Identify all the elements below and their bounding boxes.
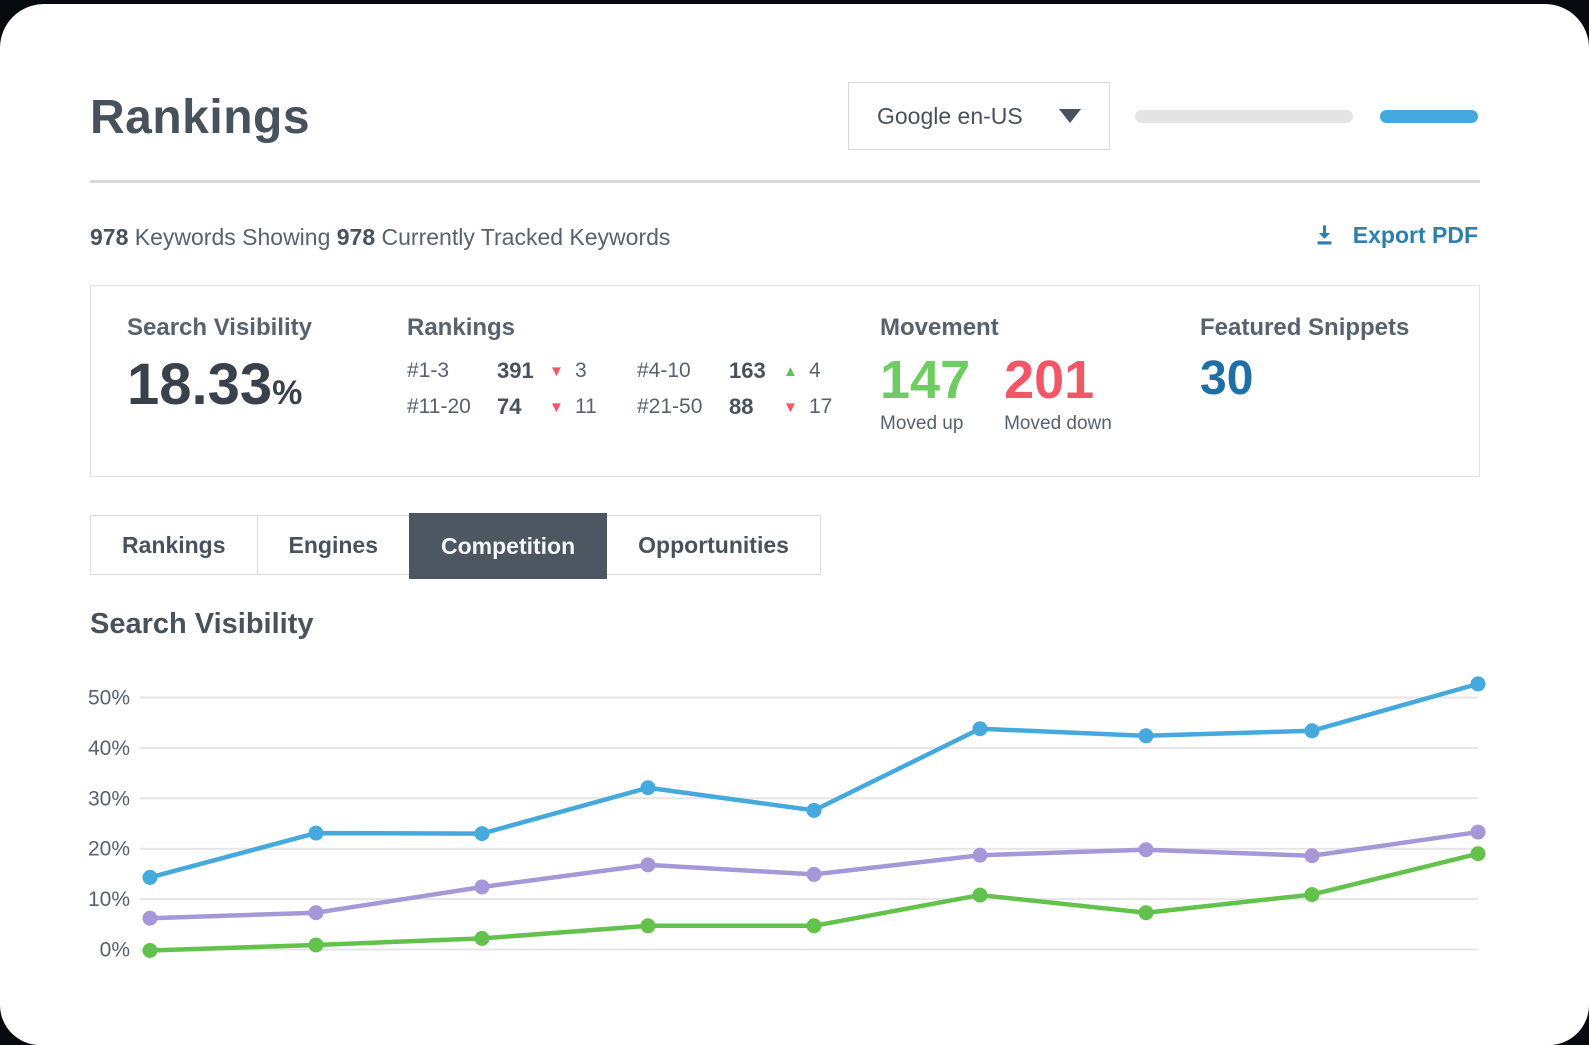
search-visibility-heading: Search Visibility [127, 314, 312, 341]
moved-up-label: Moved up [880, 412, 964, 434]
rank-range: #21-50 [637, 395, 703, 418]
featured-snippets-stat: Featured Snippets 30 [1200, 314, 1409, 404]
down-triangle-icon: ▼ [549, 362, 564, 380]
rank-delta: 3 [575, 359, 587, 382]
rankings-stat: Rankings #1-3 391 ▼ 3 #4-10 163 ▲ 4 #11-… [407, 314, 855, 420]
keywords-tracked-count: 978 [336, 224, 376, 250]
chevron-down-icon [1059, 109, 1081, 123]
tab-opportunities[interactable]: Opportunities [606, 515, 821, 575]
up-triangle-icon: ▲ [783, 362, 798, 380]
chart-title: Search Visibility [90, 608, 314, 640]
keywords-showing-count: 978 [90, 224, 129, 250]
data-point-green[interactable] [972, 887, 988, 903]
rankings-heading: Rankings [407, 314, 516, 341]
tab-bar: Rankings Engines Competition Opportuniti… [90, 513, 821, 581]
down-triangle-icon: ▼ [549, 398, 564, 416]
tab-rankings[interactable]: Rankings [90, 515, 258, 575]
data-point-purple[interactable] [1470, 824, 1486, 840]
keywords-summary: 978 Keywords Showing 978 Currently Track… [90, 224, 670, 251]
rank-count: 74 [497, 394, 522, 419]
data-point-blue[interactable] [474, 826, 490, 842]
featured-snippets-heading: Featured Snippets [1200, 314, 1410, 341]
rank-range: #11-20 [407, 395, 471, 418]
range-bar-track[interactable] [1135, 110, 1353, 123]
data-point-green[interactable] [474, 930, 490, 946]
tab-engines[interactable]: Engines [256, 515, 410, 575]
range-bar-value[interactable] [1380, 110, 1478, 123]
rank-delta: 17 [809, 395, 833, 418]
rankings-breakdown: #1-3 391 ▼ 3 #4-10 163 ▲ 4 #11-20 74 ▼ 1… [407, 358, 855, 420]
data-point-green[interactable] [142, 943, 158, 959]
data-point-blue[interactable] [1304, 723, 1320, 739]
featured-snippets-value: 30 [1200, 352, 1254, 405]
stats-summary-card: Search Visibility 18.33% Rankings #1-3 3… [90, 285, 1480, 477]
y-axis-tick-label: 30% [88, 787, 130, 810]
data-point-blue[interactable] [1138, 728, 1154, 744]
search-visibility-stat: Search Visibility 18.33% [127, 314, 312, 414]
percent-unit: % [272, 374, 303, 412]
download-icon [1317, 225, 1332, 245]
export-pdf-button[interactable]: Export PDF [1311, 222, 1478, 249]
data-point-purple[interactable] [806, 866, 822, 882]
export-pdf-label: Export PDF [1352, 222, 1478, 248]
data-point-blue[interactable] [640, 780, 656, 796]
search-visibility-value: 18.33% [127, 352, 303, 417]
moved-down-label: Moved down [1004, 412, 1112, 434]
data-point-blue[interactable] [308, 825, 324, 841]
y-axis-tick-label: 0% [100, 939, 130, 962]
rank-count: 391 [497, 358, 534, 383]
moved-up-stat: 147 Moved up [880, 352, 970, 435]
data-point-green[interactable] [1304, 887, 1320, 903]
page-title: Rankings [90, 91, 311, 144]
data-point-green[interactable] [1138, 905, 1154, 921]
tab-competition[interactable]: Competition [409, 513, 608, 579]
y-axis-tick-label: 20% [88, 838, 130, 861]
movement-stat: Movement 147 Moved up 201 Moved down [880, 314, 1112, 435]
y-axis-tick-label: 10% [88, 888, 130, 911]
moved-up-value: 147 [880, 350, 971, 410]
down-triangle-icon: ▼ [783, 398, 798, 416]
data-point-blue[interactable] [1470, 676, 1486, 692]
data-point-blue[interactable] [142, 869, 158, 885]
rank-delta: 11 [575, 395, 597, 418]
data-point-green[interactable] [806, 918, 822, 934]
data-point-purple[interactable] [308, 905, 324, 921]
data-point-blue[interactable] [806, 802, 822, 818]
search-visibility-chart: 50% 40% 30% 20% 10% 0% [88, 676, 1486, 962]
data-point-purple[interactable] [640, 857, 656, 873]
moved-down-value: 201 [1004, 350, 1095, 410]
data-point-purple[interactable] [972, 847, 988, 863]
search-engine-dropdown-value: Google en-US [877, 102, 1023, 129]
data-point-purple[interactable] [142, 910, 158, 926]
data-point-green[interactable] [1470, 846, 1486, 862]
data-point-blue[interactable] [972, 721, 988, 737]
moved-down-stat: 201 Moved down [1004, 352, 1112, 435]
data-point-green[interactable] [640, 918, 656, 934]
rank-count: 163 [729, 358, 766, 383]
data-point-purple[interactable] [1304, 848, 1320, 864]
header-divider [90, 180, 1480, 183]
movement-heading: Movement [880, 314, 999, 341]
search-engine-dropdown[interactable]: Google en-US [848, 82, 1110, 150]
keywords-showing-text: Keywords Showing [128, 224, 337, 250]
rank-range: #4-10 [637, 359, 691, 382]
data-point-purple[interactable] [474, 879, 490, 895]
data-point-green[interactable] [308, 937, 324, 953]
keywords-tracked-text: Currently Tracked Keywords [375, 224, 671, 250]
data-point-purple[interactable] [1138, 842, 1154, 858]
y-axis-tick-label: 40% [88, 737, 130, 760]
rank-count: 88 [729, 394, 754, 419]
dashboard-card: Rankings Google en-US 978 Keywords Showi… [0, 4, 1589, 1045]
rank-range: #1-3 [407, 359, 450, 382]
rank-delta: 4 [809, 359, 821, 382]
y-axis-tick-label: 50% [88, 687, 130, 710]
